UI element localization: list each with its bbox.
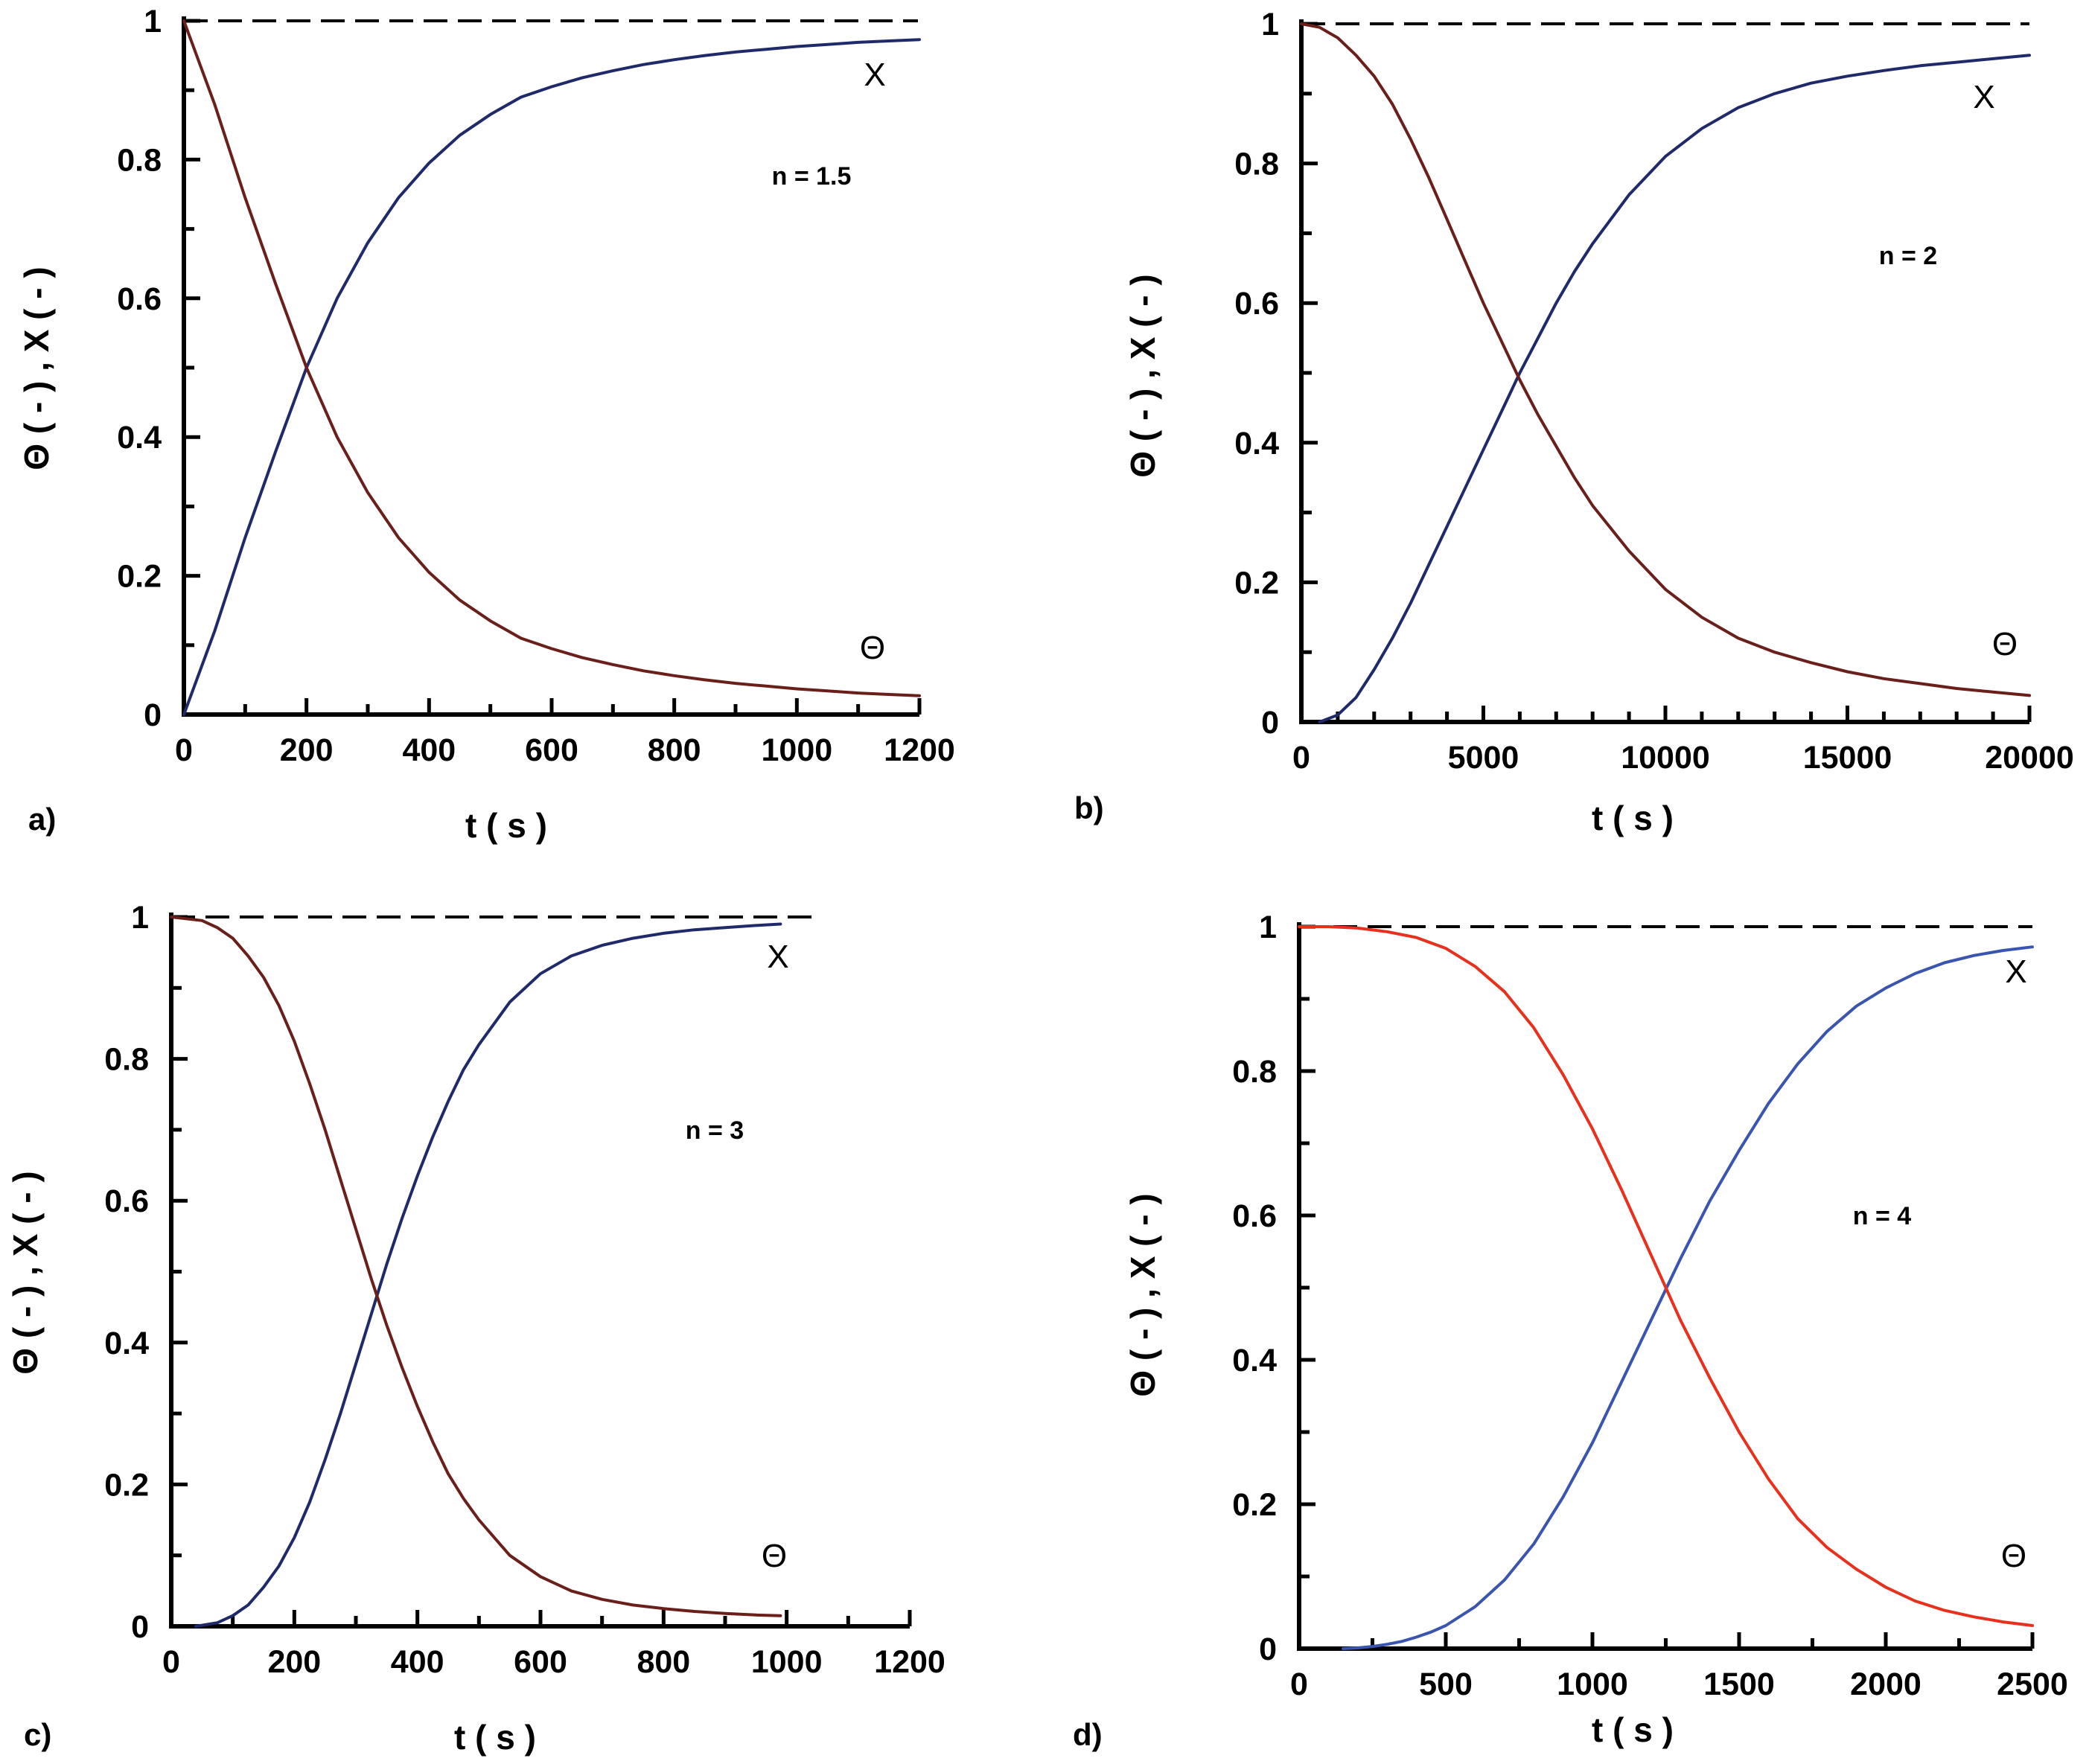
y-tick-label: 0 xyxy=(131,1609,149,1645)
x-tick-label: 20000 xyxy=(1985,740,2074,776)
x-tick-label: 0 xyxy=(1292,740,1310,776)
y-tick-label: 0.2 xyxy=(104,1467,149,1503)
y-tick-label: 0.4 xyxy=(1234,426,1279,461)
y-tick-label: 1 xyxy=(1261,7,1279,42)
x-tick-label: 600 xyxy=(525,732,578,768)
y-tick-label: 0 xyxy=(1261,705,1279,741)
y-tick-label: 0.4 xyxy=(117,420,162,456)
y-tick-label: 0.2 xyxy=(117,559,162,595)
x-tick-label: 600 xyxy=(514,1644,567,1680)
series-line-x xyxy=(1342,945,2034,1650)
x-tick-label: 400 xyxy=(391,1644,444,1680)
chart-svg-c: 0 0.2 0.4 0.6 0.8 1 0 200 400 600 800 1000 1200 n = 3… xyxy=(6,900,945,1757)
x-tick-label: 0 xyxy=(162,1644,180,1680)
theta-curve-label: Θ xyxy=(1992,626,2018,662)
panel-label: c) xyxy=(24,1717,51,1752)
panel-label: d) xyxy=(1073,1717,1103,1752)
y-tick-label: 0.6 xyxy=(1232,1198,1277,1234)
x-tick-label: 500 xyxy=(1419,1666,1473,1702)
y-axis-title: Θ ( - ) , X ( - ) xyxy=(6,1171,45,1374)
x-tick-label: 800 xyxy=(637,1644,690,1680)
x-curve-label: X xyxy=(2005,953,2026,990)
y-tick-label: 0.2 xyxy=(1234,565,1279,601)
x-tick-label: 2500 xyxy=(1997,1666,2068,1702)
y-tick-label: 0 xyxy=(1259,1632,1277,1667)
theta-curve-label: Θ xyxy=(860,630,885,666)
chart-panel-d: 0 0.2 0.4 0.6 0.8 1 0 500 1000 1500 2000 2500 n = 4 X… xyxy=(1044,882,2089,1764)
series-line-theta xyxy=(1300,22,2031,697)
panel-label: a) xyxy=(28,802,56,837)
y-tick-label: 0 xyxy=(144,697,162,733)
y-tick-label: 0.4 xyxy=(1232,1343,1277,1378)
x-axis-title: t ( s ) xyxy=(1592,799,1674,837)
x-tick-label: 1200 xyxy=(874,1644,945,1680)
y-tick-label: 0.6 xyxy=(104,1183,149,1219)
theta-curve-label: Θ xyxy=(762,1538,787,1574)
x-tick-label: 1500 xyxy=(1703,1666,1775,1702)
y-tick-label: 1 xyxy=(1259,910,1277,945)
n-annotation: n = 2 xyxy=(1879,242,1937,270)
series-line-theta xyxy=(182,19,921,697)
y-tick-label: 0.8 xyxy=(1234,147,1279,182)
y-tick-label: 0.8 xyxy=(1232,1054,1277,1090)
series-line-x xyxy=(1318,54,2031,723)
y-axis-title: Θ ( - ) , X ( - ) xyxy=(1123,274,1162,477)
x-tick-label: 0 xyxy=(1290,1666,1308,1702)
x-tick-label: 800 xyxy=(648,732,701,768)
x-tick-label: 5000 xyxy=(1448,740,1519,776)
n-annotation: n = 1.5 xyxy=(772,162,852,191)
series-line-x xyxy=(182,38,921,716)
x-axis-title: t ( s ) xyxy=(1592,1710,1674,1749)
n-annotation: n = 4 xyxy=(1853,1202,1912,1230)
x-axis-title: t ( s ) xyxy=(465,806,547,845)
x-tick-label: 2000 xyxy=(1850,1666,1921,1702)
theta-curve-label: Θ xyxy=(2001,1538,2026,1574)
series-line-theta xyxy=(1298,925,2034,1627)
series-line-x xyxy=(194,922,782,1628)
y-tick-label: 0.6 xyxy=(1234,286,1279,322)
y-tick-label: 0.6 xyxy=(117,281,162,317)
x-tick-label: 1200 xyxy=(884,732,955,768)
x-curve-label: X xyxy=(767,939,788,975)
series-line-theta xyxy=(170,915,782,1617)
y-tick-label: 0.2 xyxy=(1232,1487,1277,1523)
x-tick-label: 200 xyxy=(280,732,334,768)
chart-svg-a: 0 0.2 0.4 0.6 0.8 1 0 200 400 600 800 1000 1200 n = 1… xyxy=(17,4,955,845)
x-tick-label: 10000 xyxy=(1621,740,1710,776)
x-tick-label: 1000 xyxy=(1557,1666,1628,1702)
x-tick-label: 200 xyxy=(267,1644,321,1680)
y-axis-title: Θ ( - ) , X ( - ) xyxy=(1123,1193,1162,1396)
chart-panel-b: 0 0.2 0.4 0.6 0.8 1 0 5000 10000 15000 20000 n = 2 X… xyxy=(1044,0,2089,882)
x-tick-label: 1000 xyxy=(761,732,832,768)
x-curve-label: X xyxy=(1973,79,1994,115)
x-curve-label: X xyxy=(864,57,885,93)
y-tick-label: 1 xyxy=(144,4,162,39)
y-tick-label: 0.8 xyxy=(117,142,162,178)
x-tick-label: 15000 xyxy=(1803,740,1892,776)
chart-svg-d: 0 0.2 0.4 0.6 0.8 1 0 500 1000 1500 2000 2500 n = 4 X… xyxy=(1073,910,2068,1752)
x-tick-label: 1000 xyxy=(751,1644,823,1680)
y-tick-label: 0.8 xyxy=(104,1042,149,1078)
y-tick-label: 0.4 xyxy=(104,1326,149,1361)
y-tick-label: 1 xyxy=(131,900,149,936)
panel-label: b) xyxy=(1074,790,1104,825)
y-axis-title: Θ ( - ) , X ( - ) xyxy=(17,266,56,470)
chart-svg-b: 0 0.2 0.4 0.6 0.8 1 0 5000 10000 15000 20000 n = 2 X… xyxy=(1074,7,2074,837)
x-tick-label: 0 xyxy=(175,732,193,768)
chart-panel-c: 0 0.2 0.4 0.6 0.8 1 0 200 400 600 800 1000 1200 n = 3… xyxy=(0,882,1044,1764)
x-tick-label: 400 xyxy=(402,732,456,768)
chart-panel-a: 0 0.2 0.4 0.6 0.8 1 0 200 400 600 800 1000 1200 n = 1… xyxy=(0,0,1044,882)
n-annotation: n = 3 xyxy=(686,1116,744,1145)
x-axis-title: t ( s ) xyxy=(454,1718,536,1757)
